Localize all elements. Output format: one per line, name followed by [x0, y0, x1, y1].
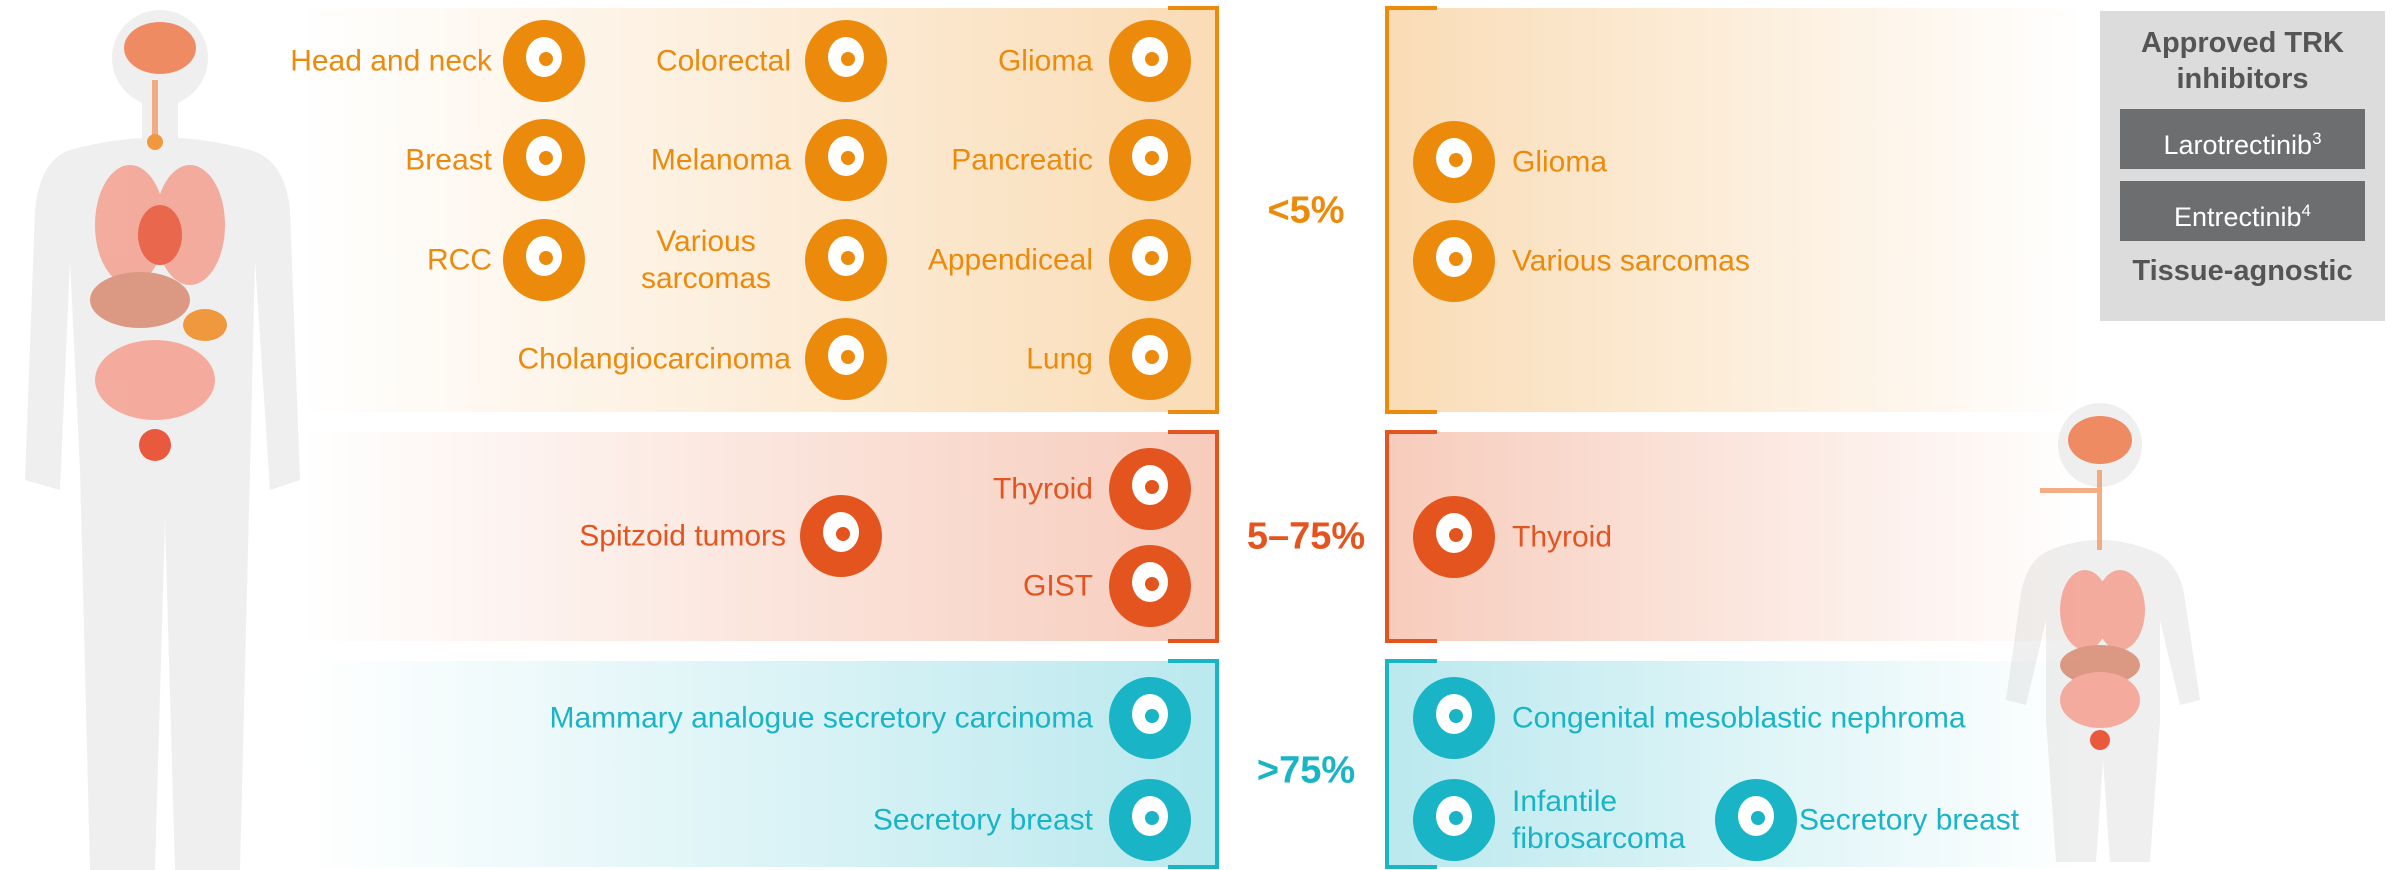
drug-name: Entrectinib: [2174, 202, 2302, 232]
icon-glyph-dot: [1449, 811, 1463, 825]
tumor-icon: [1413, 220, 1495, 302]
tumor-icon: [1109, 20, 1191, 102]
icon-glyph-dot: [539, 251, 553, 265]
infographic: Approved TRK inhibitors Larotrectinib3 En…: [0, 0, 2394, 870]
tumor-label: Various sarcomas: [1512, 243, 1750, 280]
tumor-label: Head and neck: [290, 43, 492, 80]
tumor-label: Melanoma: [651, 142, 791, 179]
tumor-icon: [805, 119, 887, 201]
tumor-label: Mammary analogue secretory carcinoma: [549, 700, 1093, 737]
tumor-label: Spitzoid tumors: [579, 518, 786, 555]
tumor-icon: [805, 219, 887, 301]
icon-glyph-dot: [1449, 252, 1463, 266]
icon-glyph-dot: [1145, 811, 1159, 825]
tumor-icon: [503, 20, 585, 102]
icon-glyph-dot: [1751, 811, 1765, 825]
approved-title: Approved TRK inhibitors: [2100, 25, 2385, 97]
tumor-icon: [503, 119, 585, 201]
tumor-icon: [800, 495, 882, 577]
tumor-label: GIST: [1023, 568, 1093, 605]
tumor-icon: [1413, 779, 1495, 861]
tumor-icon: [1109, 677, 1191, 759]
tumor-label: Thyroid: [993, 471, 1093, 508]
drug-ref: 3: [2312, 129, 2321, 148]
tumor-icon: [1109, 318, 1191, 400]
icon-glyph-dot: [1145, 577, 1159, 591]
tumor-label: Cholangiocarcinoma: [518, 341, 792, 378]
icon-glyph-dot: [1145, 151, 1159, 165]
icon-glyph-dot: [841, 350, 855, 364]
tumor-label: RCC: [427, 242, 492, 279]
tumor-label: Secretory breast: [873, 802, 1093, 839]
tumor-label: Various sarcomas: [621, 223, 791, 297]
tumor-icon: [805, 20, 887, 102]
icon-glyph-dot: [1145, 251, 1159, 265]
icon-glyph-dot: [836, 527, 850, 541]
icon-glyph-dot: [841, 151, 855, 165]
tumor-icon: [1109, 119, 1191, 201]
tumor-icon: [1413, 121, 1495, 203]
icon-glyph-dot: [539, 52, 553, 66]
icon-glyph-dot: [841, 251, 855, 265]
tumor-icon: [1109, 448, 1191, 530]
drug-ref: 4: [2302, 201, 2311, 220]
approved-box: Approved TRK inhibitors Larotrectinib3 En…: [2100, 11, 2385, 321]
tumor-label: Colorectal: [656, 43, 791, 80]
pediatric-band: [1385, 8, 2085, 412]
tumor-icon: [805, 318, 887, 400]
icon-glyph-dot: [1145, 709, 1159, 723]
icon-glyph-dot: [1145, 480, 1159, 494]
drug: Entrectinib4: [2120, 181, 2365, 241]
icon-glyph-dot: [1449, 153, 1463, 167]
artwork: [0, 0, 2394, 870]
tumor-icon: [1109, 779, 1191, 861]
tumor-icon: [1109, 545, 1191, 627]
tumor-icon: [1109, 219, 1191, 301]
approved-footer: Tissue-agnostic: [2100, 255, 2385, 288]
tumor-label: Glioma: [998, 43, 1093, 80]
tumor-icon: [503, 219, 585, 301]
tumor-label: Secretory breast: [1799, 802, 2019, 839]
tumor-label: Thyroid: [1512, 519, 1612, 556]
drug: Larotrectinib3: [2120, 109, 2365, 169]
icon-glyph-dot: [1145, 52, 1159, 66]
tumor-label: Infantile fibrosarcoma: [1512, 783, 1702, 857]
prevalence-label: 5–75%: [1247, 516, 1365, 559]
icon-glyph-dot: [841, 52, 855, 66]
tumor-icon: [1413, 496, 1495, 578]
icon-glyph-dot: [1449, 528, 1463, 542]
drug-name: Larotrectinib: [2163, 130, 2312, 160]
icon-glyph-dot: [1145, 350, 1159, 364]
prevalence-label: >75%: [1257, 750, 1355, 793]
tumor-label: Appendiceal: [928, 242, 1093, 279]
tumor-label: Pancreatic: [951, 142, 1093, 179]
prevalence-label: <5%: [1267, 190, 1344, 233]
tumor-icon: [1413, 677, 1495, 759]
icon-glyph-dot: [1449, 709, 1463, 723]
tumor-label: Glioma: [1512, 144, 1607, 181]
tumor-label: Congenital mesoblastic nephroma: [1512, 700, 1966, 737]
tumor-label: Lung: [1026, 341, 1093, 378]
icon-glyph-dot: [539, 151, 553, 165]
tumor-label: Breast: [405, 142, 492, 179]
tumor-icon: [1715, 779, 1797, 861]
